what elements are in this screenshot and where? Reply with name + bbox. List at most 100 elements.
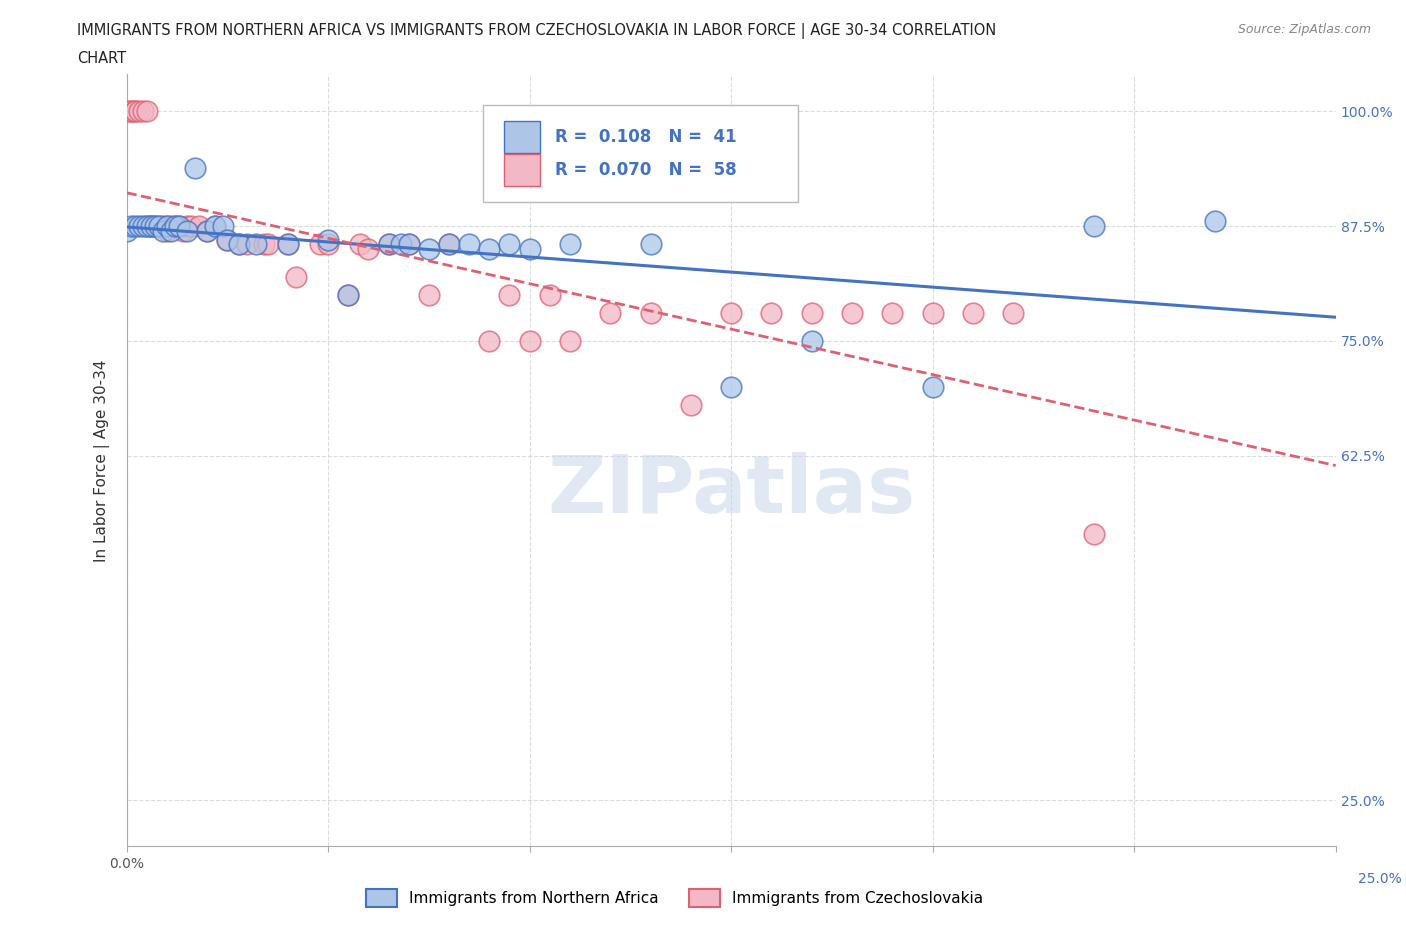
- Point: [349, 237, 371, 252]
- Point: [640, 237, 662, 252]
- Point: [418, 287, 440, 302]
- Point: [120, 219, 142, 233]
- Point: [163, 219, 186, 233]
- Point: [131, 219, 153, 233]
- Point: [128, 219, 150, 233]
- Point: [640, 306, 662, 321]
- Point: [800, 306, 823, 321]
- Point: [128, 104, 150, 119]
- Point: [437, 237, 460, 252]
- Point: [139, 219, 162, 233]
- Point: [679, 398, 702, 413]
- Point: [212, 219, 235, 233]
- Point: [124, 219, 146, 233]
- Point: [377, 237, 399, 252]
- Point: [284, 269, 307, 284]
- Point: [1002, 306, 1025, 321]
- Point: [156, 219, 179, 233]
- Point: [337, 287, 360, 302]
- Text: Source: ZipAtlas.com: Source: ZipAtlas.com: [1237, 23, 1371, 36]
- Point: [357, 242, 380, 257]
- Point: [152, 219, 174, 233]
- Point: [538, 287, 561, 302]
- Point: [498, 287, 520, 302]
- Point: [120, 104, 142, 119]
- Y-axis label: In Labor Force | Age 30-34: In Labor Force | Age 30-34: [94, 359, 110, 562]
- Bar: [503, 153, 540, 186]
- Point: [1083, 526, 1105, 541]
- Point: [143, 219, 166, 233]
- Point: [115, 104, 138, 119]
- Point: [160, 219, 183, 233]
- Point: [180, 219, 202, 233]
- Point: [135, 219, 157, 233]
- Point: [1083, 219, 1105, 233]
- Text: IMMIGRANTS FROM NORTHERN AFRICA VS IMMIGRANTS FROM CZECHOSLOVAKIA IN LABOR FORCE: IMMIGRANTS FROM NORTHERN AFRICA VS IMMIG…: [77, 23, 997, 39]
- Point: [143, 219, 166, 233]
- Point: [1204, 214, 1226, 229]
- Point: [458, 237, 481, 252]
- Point: [124, 104, 146, 119]
- Point: [252, 237, 274, 252]
- Point: [167, 219, 190, 233]
- Point: [256, 237, 278, 252]
- Point: [188, 219, 211, 233]
- Point: [478, 334, 501, 349]
- Point: [163, 219, 186, 233]
- Text: CHART: CHART: [77, 51, 127, 66]
- Point: [217, 232, 239, 247]
- Point: [519, 334, 541, 349]
- Point: [962, 306, 984, 321]
- Point: [921, 306, 943, 321]
- Point: [115, 223, 138, 238]
- Point: [437, 237, 460, 252]
- Point: [398, 237, 420, 252]
- Point: [277, 237, 299, 252]
- Point: [337, 287, 360, 302]
- Point: [377, 237, 399, 252]
- Bar: [503, 121, 540, 153]
- Point: [478, 242, 501, 257]
- Point: [195, 223, 218, 238]
- Point: [204, 219, 226, 233]
- Point: [720, 379, 742, 394]
- Point: [599, 306, 621, 321]
- Point: [172, 223, 194, 238]
- Point: [800, 334, 823, 349]
- Point: [217, 232, 239, 247]
- Text: R =  0.108   N =  41: R = 0.108 N = 41: [554, 128, 737, 146]
- Point: [316, 232, 339, 247]
- Point: [176, 219, 198, 233]
- Point: [139, 219, 162, 233]
- Text: ZIPatlas: ZIPatlas: [547, 452, 915, 530]
- Legend: Immigrants from Northern Africa, Immigrants from Czechoslovakia: Immigrants from Northern Africa, Immigra…: [360, 884, 990, 913]
- Point: [228, 237, 250, 252]
- Point: [558, 237, 581, 252]
- Point: [148, 219, 170, 233]
- Point: [558, 334, 581, 349]
- Point: [841, 306, 863, 321]
- Point: [398, 237, 420, 252]
- Point: [418, 242, 440, 257]
- Point: [135, 219, 157, 233]
- Point: [720, 306, 742, 321]
- Text: R =  0.070   N =  58: R = 0.070 N = 58: [554, 161, 737, 179]
- Point: [120, 104, 142, 119]
- Point: [131, 104, 153, 119]
- Point: [245, 237, 267, 252]
- Point: [309, 237, 332, 252]
- Point: [148, 219, 170, 233]
- Text: 25.0%: 25.0%: [1358, 871, 1402, 886]
- Point: [236, 237, 259, 252]
- Point: [152, 223, 174, 238]
- Point: [176, 223, 198, 238]
- Point: [139, 219, 162, 233]
- Point: [195, 223, 218, 238]
- Point: [882, 306, 904, 321]
- Point: [389, 237, 412, 252]
- Point: [519, 242, 541, 257]
- Point: [184, 161, 207, 176]
- Point: [277, 237, 299, 252]
- Point: [167, 219, 190, 233]
- Point: [160, 223, 183, 238]
